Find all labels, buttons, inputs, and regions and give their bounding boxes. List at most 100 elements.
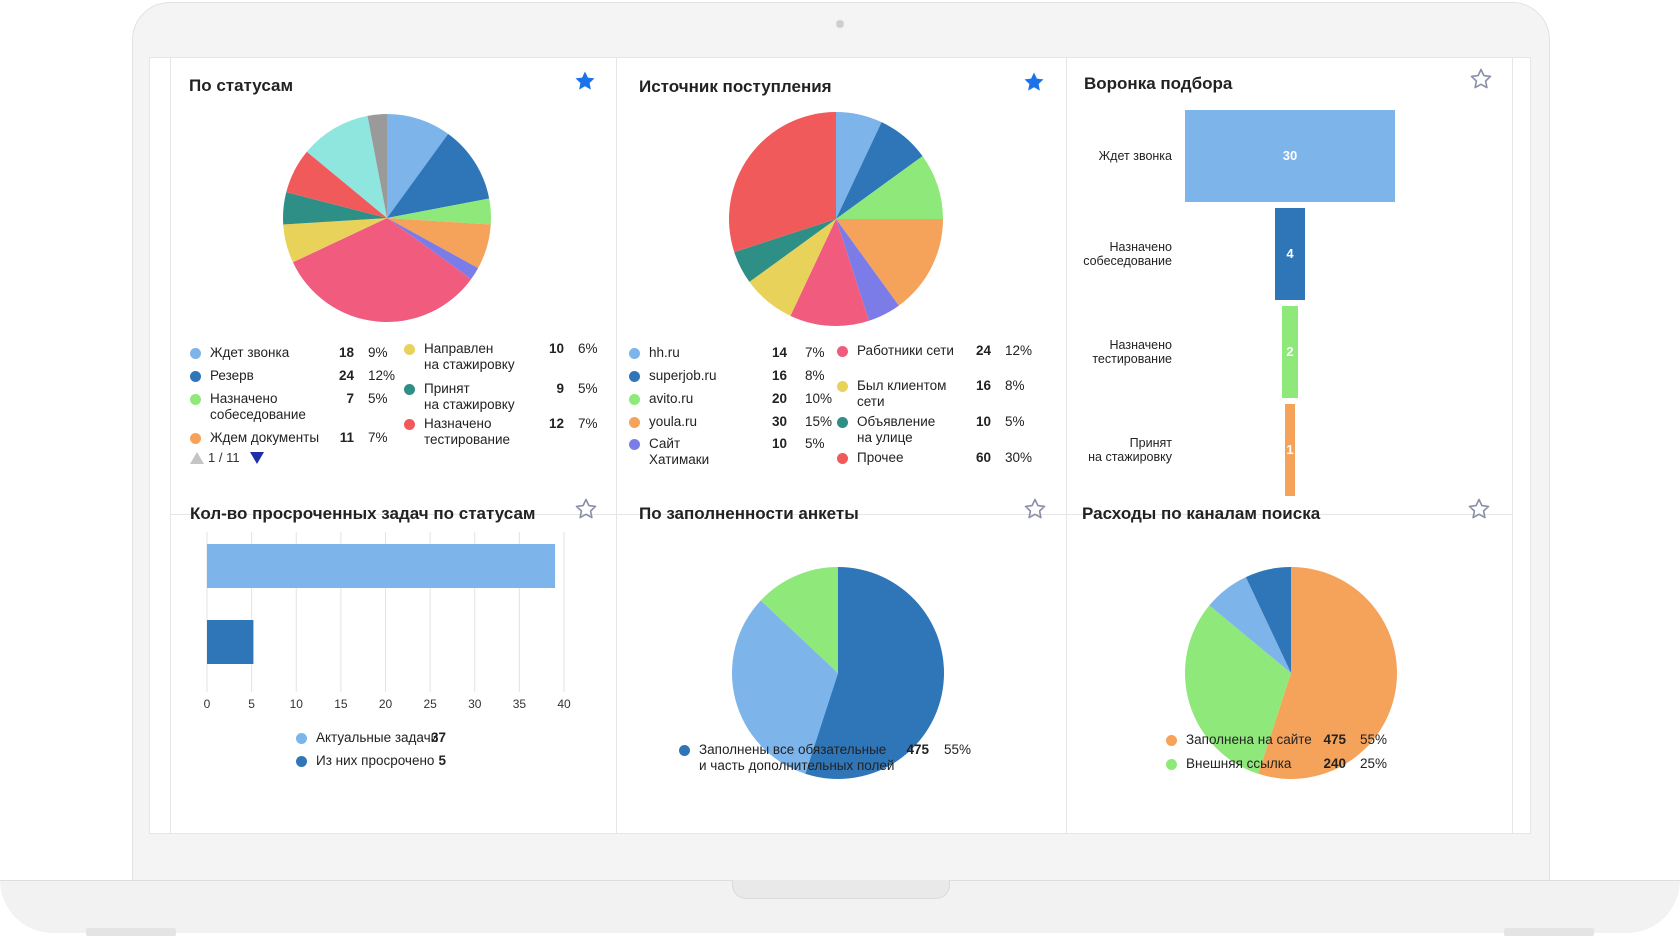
pie-slice[interactable] (367, 114, 387, 218)
legend-label: Из них просрочено (316, 753, 435, 768)
pie-slice[interactable] (1209, 577, 1291, 673)
panel-divider (616, 58, 617, 833)
pie-slice[interactable] (1258, 567, 1397, 779)
x-tick-label: 20 (379, 697, 393, 711)
pie-slice[interactable] (1245, 567, 1291, 673)
pie-slice[interactable] (283, 192, 387, 225)
legend-value: 475 (906, 742, 929, 757)
favorite-star-icon[interactable] (1467, 497, 1491, 521)
legend-color-dot (296, 756, 307, 767)
legend-value: 16 (771, 368, 787, 383)
pie-slice[interactable] (283, 218, 387, 263)
pie-slice[interactable] (836, 156, 943, 219)
legend-label: superjob.ru (649, 368, 717, 383)
legend-label: avito.ru (649, 391, 694, 406)
legend-color-dot (629, 417, 640, 428)
legend-value: 30 (771, 414, 787, 429)
legend-color-dot (629, 394, 640, 405)
x-tick-label: 25 (423, 697, 437, 711)
legend-label: youla.ru (649, 414, 698, 429)
questionnaire-pie-chart (732, 567, 944, 779)
dashboard-screen: По статусам Ждет звонка 18 9% Резерв 24 12% На… (149, 57, 1531, 834)
legend-color-dot (190, 394, 201, 405)
pie-slice[interactable] (1185, 605, 1291, 774)
funnel-bar[interactable]: 2 (1282, 306, 1298, 398)
legend-label: Направлен на стажировку (424, 341, 515, 372)
funnel-value: 4 (1286, 246, 1294, 261)
pager-text: 1 / 11 (208, 450, 240, 465)
favorite-star-icon[interactable] (1469, 67, 1493, 91)
pie-slice[interactable] (387, 114, 449, 218)
legend-color-dot (837, 417, 848, 428)
funnel-stage-label: Принят на стажировку (1088, 436, 1172, 464)
pie-slice[interactable] (836, 112, 882, 219)
legend-label: Объявление на улице (857, 414, 936, 445)
pie-slice[interactable] (387, 198, 491, 225)
legend-percent: 5% (578, 381, 598, 396)
x-tick-label: 5 (248, 697, 255, 711)
legend-percent: 5% (1005, 414, 1025, 429)
funnel-bar[interactable]: 4 (1275, 208, 1305, 300)
legend-percent: 9% (368, 345, 388, 360)
pie-slice[interactable] (749, 219, 836, 316)
pie-slice[interactable] (732, 600, 838, 774)
panel-divider (170, 514, 1512, 515)
legend-color-dot (190, 348, 201, 359)
overdue-bar-chart: 0 5 10 15 20 25 30 35 40 (204, 532, 571, 711)
favorite-star-icon[interactable] (1022, 70, 1046, 94)
legend-label: Ждет звонка (210, 345, 290, 360)
pie-slice[interactable] (729, 112, 836, 253)
legend-value: 16 (975, 378, 991, 393)
bar[interactable] (207, 620, 254, 664)
legend-percent: 15% (805, 414, 833, 429)
favorite-star-icon[interactable] (574, 497, 598, 521)
legend-value: 9 (556, 381, 564, 396)
pie-slice[interactable] (286, 151, 387, 218)
pie-slice[interactable] (387, 218, 479, 280)
pager-next-icon[interactable] (250, 452, 264, 464)
legend-value: 240 (1323, 756, 1346, 771)
pie-slice[interactable] (306, 115, 387, 218)
pie-slice[interactable] (292, 218, 472, 322)
legend-value: 7 (346, 391, 354, 406)
favorite-star-icon[interactable] (573, 69, 597, 93)
legend-percent: 55% (1360, 732, 1388, 747)
pie-slice[interactable] (387, 218, 491, 269)
legend-percent: 10% (805, 391, 833, 406)
legend-color-dot (837, 346, 848, 357)
legend-value: 10 (548, 341, 564, 356)
status-pie-chart (283, 114, 491, 322)
pie-slice[interactable] (790, 219, 870, 326)
pie-slice[interactable] (836, 122, 923, 219)
funnel-bar[interactable]: 1 (1285, 404, 1295, 496)
x-tick-label: 0 (204, 697, 211, 711)
funnel-value: 2 (1286, 344, 1294, 359)
bar[interactable] (207, 544, 556, 588)
pie-slice[interactable] (805, 567, 944, 779)
favorite-star-icon[interactable] (1023, 497, 1047, 521)
pie-slice[interactable] (836, 219, 899, 321)
source-pie-chart (729, 112, 943, 326)
panel-title: Воронка подбора (1084, 74, 1233, 93)
pager-prev-icon[interactable] (190, 452, 204, 464)
legend-color-dot (190, 371, 201, 382)
panel-title: По статусам (189, 76, 294, 95)
legend-percent: 30% (1005, 450, 1033, 465)
laptop-foot-right (1504, 928, 1594, 936)
legend-label: Актуальные задачи (316, 730, 439, 745)
legend-color-dot (190, 433, 201, 444)
pie-slice[interactable] (760, 567, 838, 673)
pie-slice[interactable] (387, 133, 490, 218)
x-tick-label: 35 (513, 697, 527, 711)
legend-value: 60 (975, 450, 991, 465)
funnel-bar[interactable]: 30 (1185, 110, 1395, 202)
legend-label: Назначено тестирование (424, 416, 511, 447)
legend-label: Был клиентом сети (857, 378, 947, 409)
legend-value: 20 (771, 391, 787, 406)
x-tick-label: 10 (290, 697, 304, 711)
pie-slice[interactable] (734, 219, 836, 282)
legend-label: hh.ru (649, 345, 680, 360)
funnel-value: 30 (1282, 148, 1298, 163)
pie-slice[interactable] (836, 219, 943, 306)
legend-label: Работники сети (857, 343, 954, 358)
